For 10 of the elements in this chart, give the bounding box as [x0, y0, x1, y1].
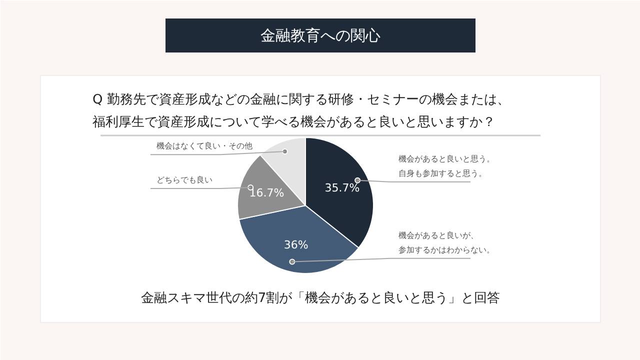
- slice-label: どちらでも良い: [156, 176, 212, 185]
- data-label: 36%: [284, 238, 308, 252]
- data-label: 16.7%: [249, 186, 284, 200]
- data-label: 35.7%: [324, 181, 360, 194]
- chart-title: 金融教育への関心: [260, 26, 380, 44]
- text: 金融スキマ世代の約7割が「機会があると良いと思う」と回答: [140, 291, 500, 306]
- chart-subtitle: Q 勤務先で資産形成などの金融に関する研修・セミナーの機会または、福利厚生で資産形成について学べる機会があると良いと思いますか？: [92, 92, 510, 130]
- slice-label: 機会はなくて良い・その他: [156, 142, 252, 151]
- slice-label: 機会があると良いが、参加するかはわからない。: [398, 231, 494, 254]
- slice-label: 機会があると良いと思う。自身も参加すると思う。: [398, 154, 494, 178]
